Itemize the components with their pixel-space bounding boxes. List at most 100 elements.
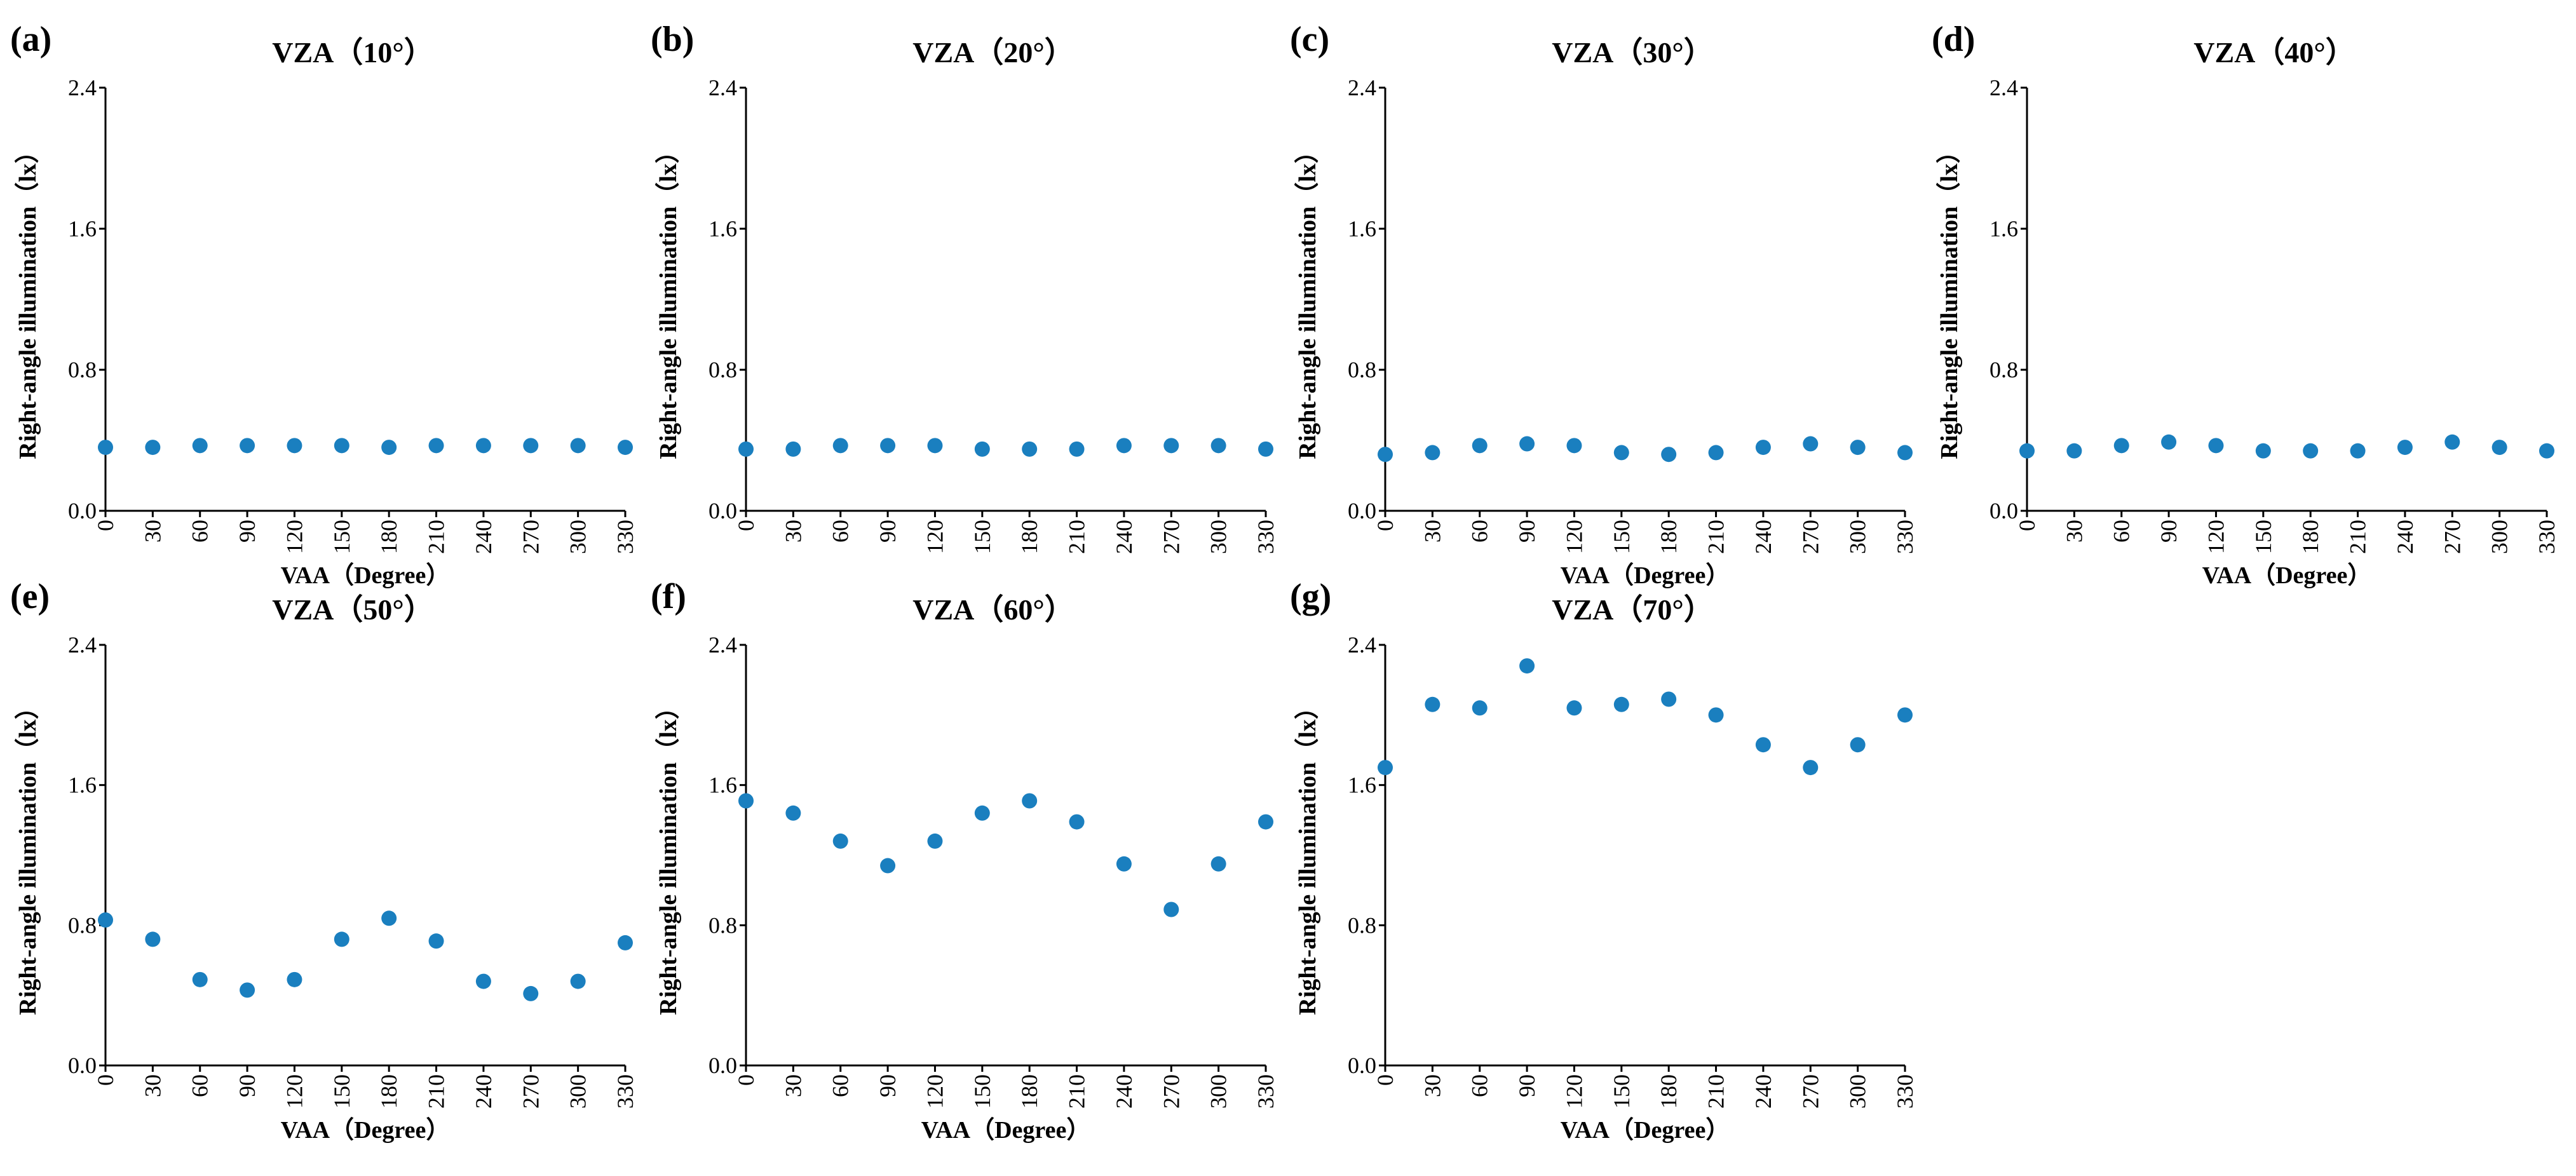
data-point bbox=[475, 973, 491, 989]
x-tick-label: 120 bbox=[2203, 520, 2228, 554]
x-tick-label: 90 bbox=[875, 520, 900, 543]
x-tick-label: 300 bbox=[566, 520, 591, 554]
data-point bbox=[1755, 440, 1771, 456]
x-tick-label: 300 bbox=[1206, 1074, 1231, 1109]
data-point bbox=[1850, 737, 1866, 753]
data-point bbox=[2397, 440, 2413, 456]
x-tick-label: 180 bbox=[1656, 1074, 1681, 1109]
x-tick-label: 270 bbox=[1798, 1074, 1823, 1109]
data-point bbox=[785, 805, 801, 821]
data-point bbox=[1210, 856, 1226, 872]
x-tick-label: 210 bbox=[1064, 520, 1090, 554]
x-tick-label: 330 bbox=[1892, 520, 1918, 554]
y-tick-label: 1.6 bbox=[1348, 216, 1376, 241]
y-tick-label: 0.0 bbox=[68, 1053, 97, 1078]
panel-letter: (f) bbox=[651, 577, 686, 616]
data-point bbox=[1566, 438, 1582, 454]
x-tick-label: 210 bbox=[1704, 1074, 1729, 1109]
y-tick-label: 0.8 bbox=[68, 357, 97, 382]
x-tick-label: 30 bbox=[780, 520, 806, 543]
data-point bbox=[1163, 902, 1179, 917]
data-point bbox=[2539, 443, 2554, 459]
y-tick-label: 2.4 bbox=[1348, 632, 1376, 658]
x-tick-label: 330 bbox=[613, 1074, 638, 1109]
y-axis-label: Right-angle illumination（lx） bbox=[655, 695, 682, 1015]
chart-title: VZA（30°） bbox=[1552, 36, 1713, 69]
x-tick-label: 330 bbox=[1892, 1074, 1918, 1109]
data-point bbox=[98, 440, 113, 456]
x-tick-label: 60 bbox=[1467, 520, 1493, 543]
x-tick-label: 240 bbox=[1111, 1074, 1137, 1109]
x-tick-label: 30 bbox=[140, 1074, 165, 1097]
x-tick-label: 240 bbox=[1751, 1074, 1776, 1109]
y-tick-label: 2.4 bbox=[1348, 75, 1376, 100]
data-point bbox=[145, 440, 161, 456]
x-tick-label: 330 bbox=[1253, 1074, 1278, 1109]
data-point bbox=[880, 438, 896, 454]
data-point bbox=[1566, 700, 1582, 716]
y-tick-label: 0.8 bbox=[708, 357, 737, 382]
data-point bbox=[2161, 434, 2177, 450]
y-tick-label: 0.0 bbox=[1990, 498, 2018, 524]
data-point bbox=[2303, 443, 2319, 459]
x-tick-label: 270 bbox=[2439, 520, 2465, 554]
y-axis-label: Right-angle illumination（lx） bbox=[1294, 139, 1321, 459]
data-point bbox=[1425, 445, 1441, 461]
y-axis-label: Right-angle illumination（lx） bbox=[15, 695, 41, 1015]
panel-6: (f) VZA（60°） 0.0 0.8 1.6 2.4 0 30 60 90 120 150 180 2… bbox=[651, 577, 1278, 1144]
x-tick-label: 240 bbox=[471, 520, 496, 554]
y-tick-label: 0.0 bbox=[1348, 498, 1376, 524]
x-tick-label: 180 bbox=[376, 520, 402, 554]
panel-letter: (d) bbox=[1932, 20, 1975, 59]
x-tick-label: 150 bbox=[970, 520, 995, 554]
data-point bbox=[475, 438, 491, 454]
x-tick-label: 90 bbox=[1514, 1074, 1540, 1097]
x-axis-label: VAA（Degree） bbox=[1561, 562, 1730, 589]
panel-letter: (e) bbox=[10, 577, 50, 616]
data-point bbox=[1803, 760, 1819, 776]
x-tick-label: 0 bbox=[93, 520, 118, 531]
x-tick-label: 120 bbox=[1561, 520, 1587, 554]
x-tick-label: 150 bbox=[1609, 1074, 1634, 1109]
y-axis-label: Right-angle illumination（lx） bbox=[15, 139, 41, 459]
x-tick-label: 0 bbox=[1373, 520, 1398, 531]
panel-letter: (a) bbox=[10, 20, 51, 59]
x-tick-label: 60 bbox=[187, 520, 213, 543]
data-point bbox=[1897, 707, 1913, 723]
x-tick-label: 60 bbox=[1467, 1074, 1493, 1097]
x-tick-label: 90 bbox=[234, 520, 260, 543]
data-point bbox=[1210, 438, 1226, 454]
x-tick-label: 270 bbox=[1158, 1074, 1184, 1109]
data-point bbox=[738, 793, 754, 809]
x-tick-label: 90 bbox=[1514, 520, 1540, 543]
x-tick-label: 30 bbox=[2061, 520, 2087, 543]
data-point bbox=[1897, 445, 1913, 461]
data-point bbox=[2255, 443, 2271, 459]
x-tick-label: 180 bbox=[2298, 520, 2323, 554]
data-point bbox=[523, 985, 539, 1001]
data-point bbox=[1116, 438, 1132, 454]
data-point bbox=[974, 441, 990, 457]
x-tick-label: 0 bbox=[1373, 1074, 1398, 1086]
y-tick-label: 2.4 bbox=[68, 632, 97, 658]
data-point bbox=[2208, 438, 2224, 454]
chart-title: VZA（10°） bbox=[272, 36, 433, 69]
data-point bbox=[381, 910, 397, 926]
x-tick-label: 240 bbox=[471, 1074, 496, 1109]
x-axis-label: VAA（Degree） bbox=[1561, 1117, 1730, 1144]
y-tick-label: 1.6 bbox=[68, 773, 97, 798]
data-point bbox=[738, 441, 754, 457]
x-axis-label: VAA（Degree） bbox=[281, 1117, 451, 1144]
x-tick-label: 180 bbox=[1017, 520, 1042, 554]
x-tick-label: 300 bbox=[1206, 520, 1231, 554]
x-tick-label: 210 bbox=[1064, 1074, 1090, 1109]
y-tick-label: 2.4 bbox=[708, 632, 737, 658]
data-point bbox=[570, 973, 586, 989]
panel-7: (g) VZA（70°） 0.0 0.8 1.6 2.4 0 30 60 90 120 150 180 2… bbox=[1290, 577, 1918, 1144]
x-tick-label: 180 bbox=[1017, 1074, 1042, 1109]
panel-4: (d) VZA（40°） 0.0 0.8 1.6 2.4 0 30 60 90 120 150 180 2… bbox=[1932, 20, 2559, 589]
x-tick-label: 30 bbox=[140, 520, 165, 543]
x-tick-label: 300 bbox=[1845, 1074, 1871, 1109]
y-tick-label: 0.0 bbox=[68, 498, 97, 524]
data-point bbox=[1661, 691, 1677, 707]
